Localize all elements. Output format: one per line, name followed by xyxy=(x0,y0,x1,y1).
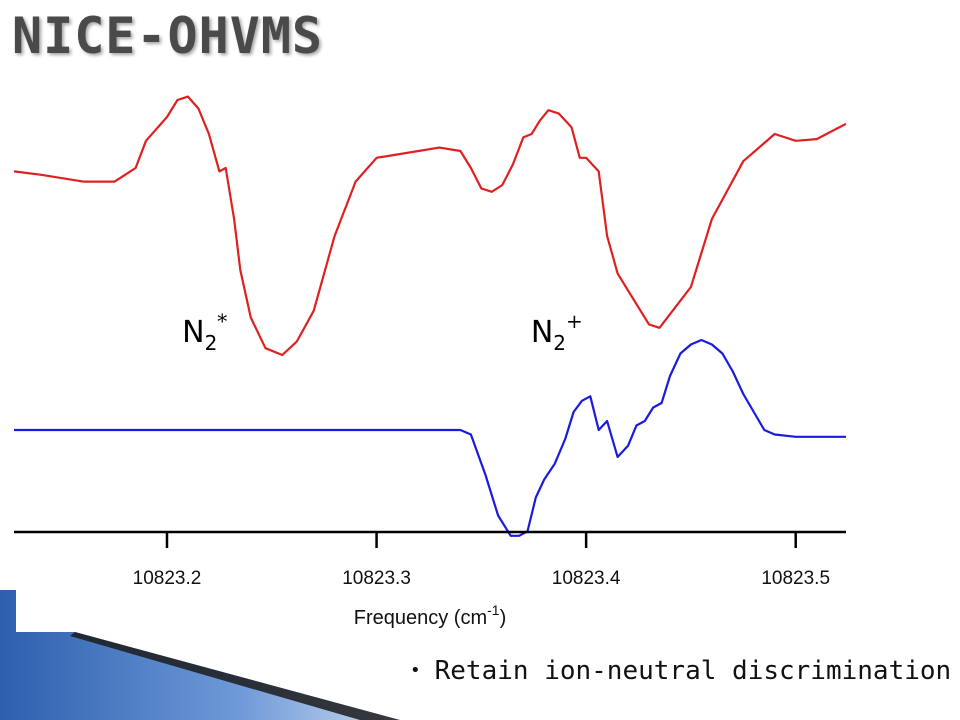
x-tick-label: 10823.4 xyxy=(552,568,621,589)
bullet-item: • Retain ion-neutral discrimination xyxy=(410,656,951,686)
accent-swoosh xyxy=(0,590,400,720)
accent-cutout xyxy=(16,590,76,632)
peak-label: N2* xyxy=(182,309,227,355)
lower-trace-blue xyxy=(14,338,846,537)
peak-label: N2+ xyxy=(531,309,583,355)
x-tick-label: 10823.2 xyxy=(133,568,202,589)
x-tick-label: 10823.5 xyxy=(761,568,830,589)
peak-labels: N2* N2+ xyxy=(182,309,583,355)
x-axis-title: Frequency (cm-1) xyxy=(354,602,507,629)
upper-trace-red xyxy=(13,95,847,357)
corner-accent xyxy=(0,590,400,720)
bullet-dot-icon: • xyxy=(410,660,421,681)
bullet-text: Retain ion-neutral discrimination xyxy=(434,656,952,686)
x-ticks: 10823.2 10823.3 10823.4 10823.5 xyxy=(133,532,830,589)
accent-shadow xyxy=(70,632,400,720)
slide-title: NICE-OHVMS xyxy=(12,7,324,65)
x-tick-label: 10823.3 xyxy=(342,568,411,589)
